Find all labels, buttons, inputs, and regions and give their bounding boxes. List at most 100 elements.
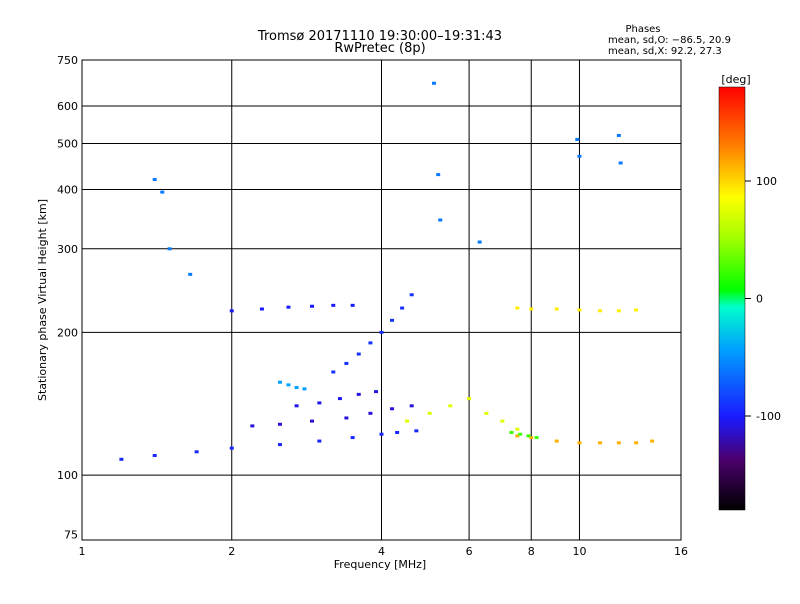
- scatter-high-point: [152, 177, 157, 181]
- trace-mixed-point: [427, 411, 432, 415]
- trace-o-low-point: [277, 443, 282, 447]
- trace-o-low-point: [350, 436, 355, 440]
- trace-steep-point: [409, 293, 414, 297]
- trace-o-mid-point: [368, 411, 373, 415]
- trace-o-mid-point: [310, 419, 315, 423]
- trace-o-2-point: [317, 401, 322, 405]
- y-tick-label: 200: [57, 326, 78, 339]
- trace-x-green-point: [518, 432, 523, 436]
- trace-mixed-point: [404, 419, 409, 423]
- data-points: [119, 81, 655, 461]
- trace-x-high-point: [515, 306, 520, 310]
- x-axis-label: Frequency [MHz]: [334, 558, 426, 571]
- scatter-high-point: [167, 247, 172, 251]
- colorbar-label: [deg]: [721, 73, 750, 86]
- trace-f-high-point: [229, 309, 234, 313]
- x-tick-label: 8: [528, 545, 535, 558]
- trace-o-2-point: [356, 392, 361, 396]
- colorbar-ticks: 100 0 -100: [745, 175, 781, 423]
- trace-o-low-point: [317, 439, 322, 443]
- trace-o-mid-point: [250, 424, 255, 428]
- x-tick-label: 10: [572, 545, 586, 558]
- phases-title: Phases: [625, 24, 660, 35]
- y-tick-label: 75: [64, 528, 78, 541]
- trace-x-high-point: [554, 307, 559, 311]
- trace-cyan-point: [294, 386, 299, 390]
- trace-x-low-point: [529, 436, 534, 440]
- y-tick-label: 300: [57, 243, 78, 256]
- y-tick-label: 500: [57, 138, 78, 151]
- trace-cyan-point: [286, 383, 291, 387]
- scatter-high-point: [160, 190, 165, 194]
- trace-o-low-point: [379, 432, 384, 436]
- trace-f-high-point: [350, 303, 355, 307]
- trace-mixed-point: [448, 404, 453, 408]
- trace-steep-point: [331, 370, 336, 374]
- phases-x-line: mean, sd,X: 92.2, 27.3: [608, 46, 722, 57]
- chart-subtitle: RwPretec (8p): [334, 41, 425, 56]
- trace-x-green-point: [526, 434, 531, 438]
- trace-x-low-point: [598, 441, 603, 445]
- trace-x-low-point: [554, 439, 559, 443]
- scatter-high-point: [188, 272, 193, 276]
- trace-cyan-point: [302, 387, 307, 391]
- trace-o-2-point: [374, 390, 379, 394]
- trace-x-low-point: [634, 441, 639, 445]
- scatter-high-point: [618, 161, 623, 165]
- trace-x-high-point: [634, 308, 639, 312]
- colorbar-tick-label: -100: [756, 410, 781, 423]
- trace-o-low-point: [152, 454, 157, 458]
- trace-o-mid-point: [409, 404, 414, 408]
- x-tick-label: 16: [674, 545, 688, 558]
- axis-ticks: 1 2 4 6 8 10 16 75 100 200 300 400 500 600 750: [57, 54, 688, 558]
- trace-steep-point: [390, 318, 395, 322]
- y-tick-label: 400: [57, 184, 78, 197]
- scatter-high-point: [575, 137, 580, 141]
- trace-mixed-point: [515, 427, 520, 431]
- trace-x-high-point: [577, 308, 582, 312]
- trace-f-high-point: [331, 303, 336, 307]
- trace-steep-point: [356, 352, 361, 356]
- scatter-high-point: [438, 218, 443, 222]
- chart-title: Tromsø 20171110 19:30:00–19:31:43: [257, 29, 502, 44]
- trace-steep-point: [368, 341, 373, 345]
- trace-steep-point: [344, 361, 349, 365]
- y-tick-label: 100: [57, 469, 78, 482]
- trace-f-high-point: [286, 305, 291, 309]
- trace-o-low-point: [229, 446, 234, 450]
- trace-o-low-point: [194, 450, 199, 454]
- trace-o-mid-point: [277, 422, 282, 426]
- trace-steep-point: [379, 330, 384, 334]
- trace-o-low-point: [119, 457, 124, 461]
- colorbar-tick-label: 0: [756, 293, 763, 306]
- trace-x-low-point: [616, 441, 621, 445]
- trace-o-2-point: [294, 404, 299, 408]
- scatter-high-point: [436, 173, 441, 177]
- colorbar-tick-label: 100: [756, 175, 777, 188]
- trace-o-mid-point: [390, 407, 395, 411]
- grid-lines: [82, 60, 681, 540]
- trace-cyan-point: [277, 380, 282, 384]
- scatter-high-point: [577, 154, 582, 158]
- x-tick-label: 6: [466, 545, 473, 558]
- trace-o-low-point: [414, 429, 419, 433]
- trace-steep-point: [400, 306, 405, 310]
- y-tick-label: 750: [57, 54, 78, 67]
- trace-x-green-point: [534, 436, 539, 440]
- colorbar: [718, 86, 746, 511]
- trace-f-high-point: [259, 307, 264, 311]
- trace-mixed-point: [484, 411, 489, 415]
- trace-x-low-point: [650, 439, 655, 443]
- scatter-high-point: [616, 133, 621, 137]
- trace-x-high-point: [529, 307, 534, 311]
- trace-x-low-point: [577, 441, 582, 445]
- y-tick-label: 600: [57, 100, 78, 113]
- trace-mixed-point: [467, 397, 472, 401]
- trace-mixed-point: [500, 419, 505, 423]
- trace-o-2-point: [337, 397, 342, 401]
- phases-o-line: mean, sd,O: −86.5, 20.9: [608, 35, 731, 46]
- trace-o-low-point: [395, 431, 400, 435]
- trace-o-mid-point: [344, 416, 349, 420]
- trace-x-high-point: [598, 309, 603, 313]
